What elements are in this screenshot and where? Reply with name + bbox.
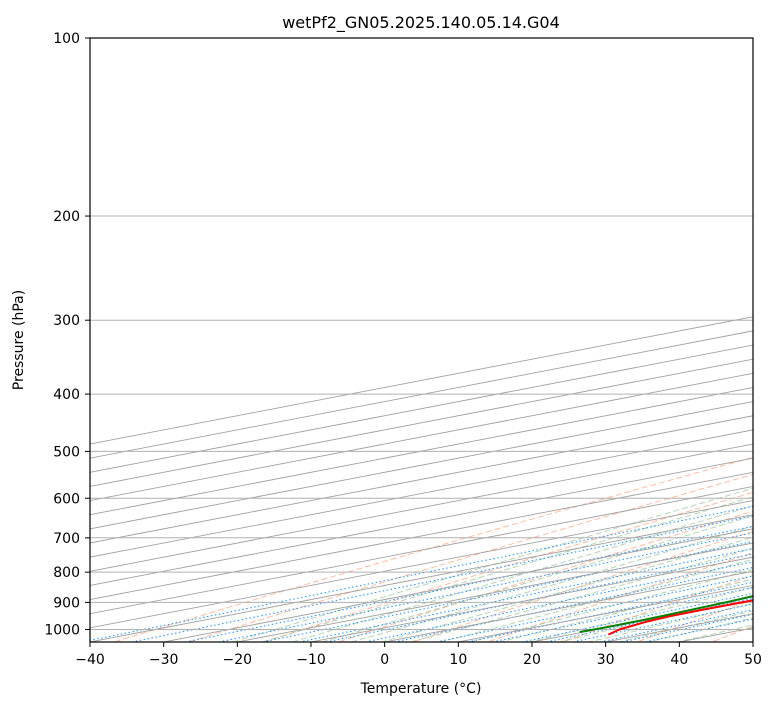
skewed-isotherms	[90, 316, 753, 642]
y-tick-label: 800	[53, 565, 80, 581]
x-tick-label: −30	[149, 652, 179, 668]
y-tick-label: 900	[53, 595, 80, 611]
y-tick-label: 200	[53, 209, 80, 225]
plot-frame	[89, 37, 754, 643]
x-axis-title: Temperature (°C)	[360, 681, 482, 697]
mixing-ratio-line	[619, 613, 753, 642]
mixing-ratio-line	[129, 515, 753, 642]
x-tick-label: 30	[597, 652, 615, 668]
y-tick-label: 1000	[44, 622, 80, 638]
isotherm-line	[90, 443, 753, 572]
y-tick-label: 700	[53, 531, 80, 547]
x-tick-label: 40	[670, 652, 688, 668]
mixing-ratio-line	[216, 532, 753, 642]
y-tick-label: 300	[53, 313, 80, 329]
x-tick-label: −20	[223, 652, 253, 668]
mixing-ratio-line	[570, 603, 753, 642]
isotherm-line	[90, 485, 753, 615]
isotherm-line	[90, 415, 753, 544]
plot-area: 0.10.20.40.611.52346810131620253036-100-…	[90, 38, 753, 642]
y-tick-label: 400	[53, 387, 80, 403]
mixing-ratio-line	[519, 592, 753, 642]
dry-adiabat-line	[187, 473, 753, 642]
mixing-ratio-line	[183, 525, 753, 642]
y-tick-label: 500	[53, 444, 80, 460]
x-tick-label: −40	[75, 652, 105, 668]
x-tick-label: 20	[523, 652, 541, 668]
y-tick-label: 100	[53, 31, 80, 47]
isotherm-line	[90, 514, 753, 642]
isotherm-line	[90, 457, 753, 586]
x-axis: −40 −30 −20 −10 0 10 20 30 40 50	[75, 642, 762, 668]
x-tick-label: −10	[296, 652, 326, 668]
x-tick-label: 0	[380, 652, 389, 668]
y-axis-title: Pressure (hPa)	[11, 290, 27, 390]
isotherm-line	[161, 528, 753, 642]
mixing-ratio-line	[489, 586, 753, 642]
x-tick-label: 10	[449, 652, 467, 668]
x-tick-label: 50	[744, 652, 762, 668]
mixing-ratio-line	[362, 561, 753, 642]
isotherm-line	[90, 471, 753, 601]
mixing-ratio-line	[597, 609, 753, 642]
isotherm-line	[90, 429, 753, 558]
chart-title: wetPf2_GN05.2025.140.05.14.G04	[282, 13, 560, 33]
pressure-gridlines	[90, 38, 753, 630]
y-axis: 100 200 300 400 500 600 700 800 900 1000	[44, 31, 90, 638]
isotherm-line	[90, 316, 753, 445]
y-tick-label: 600	[53, 491, 80, 507]
isotherm-line	[90, 500, 753, 629]
isotherm-line	[90, 330, 753, 459]
